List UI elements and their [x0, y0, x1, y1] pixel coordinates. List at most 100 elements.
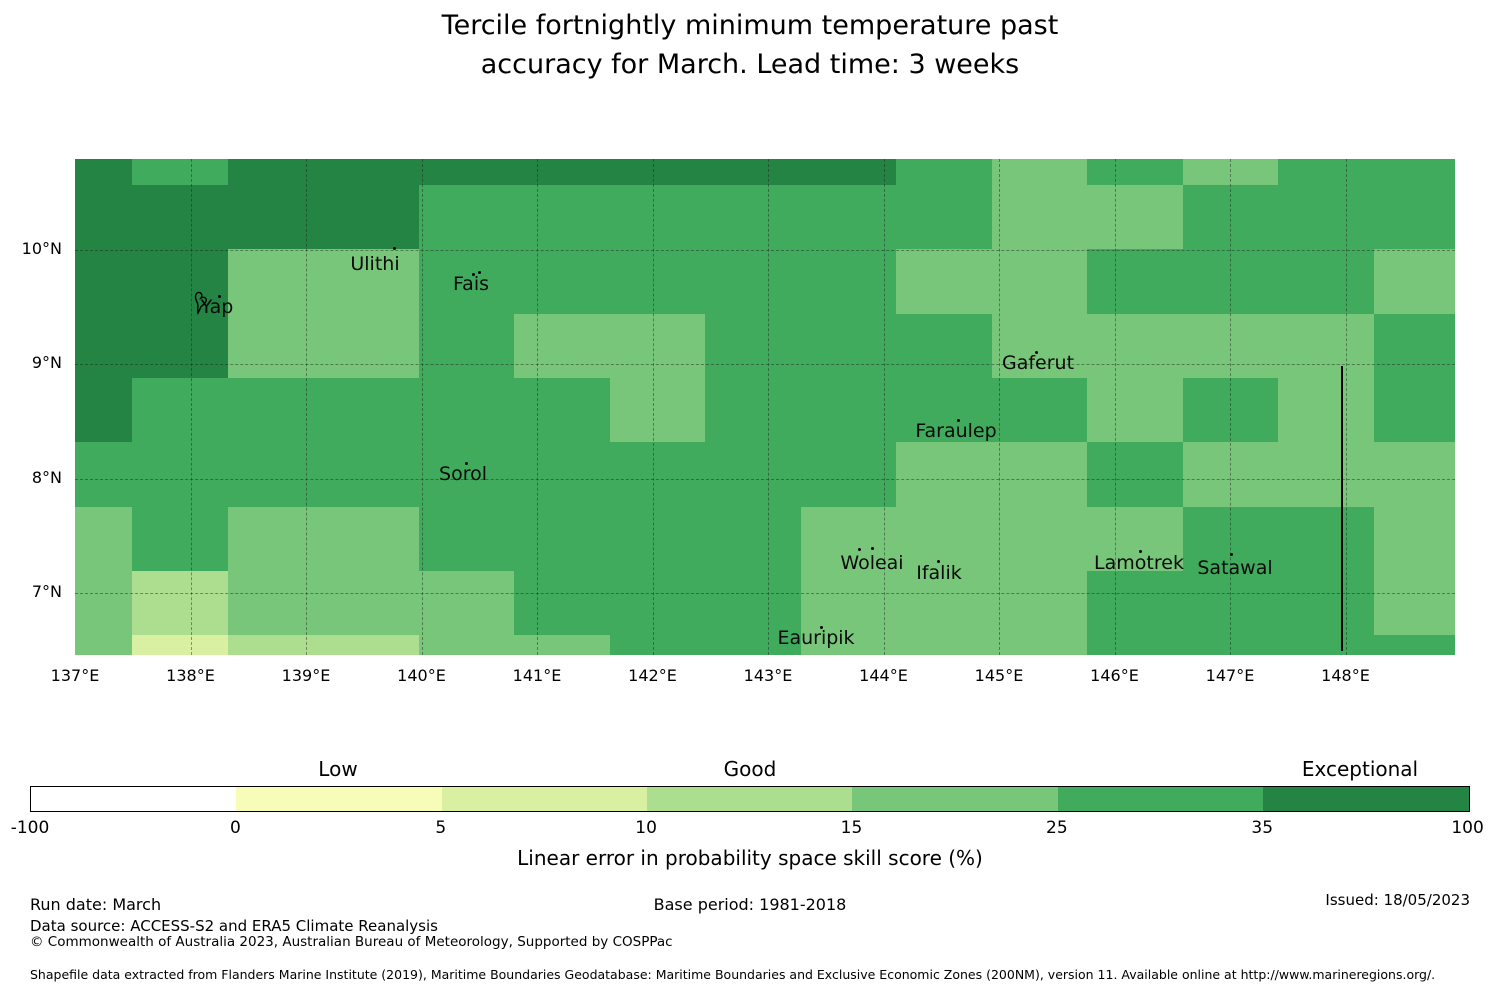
- map-cell: [514, 570, 610, 636]
- colorbar-segment: [1263, 787, 1470, 811]
- map-cell: [800, 249, 897, 315]
- colorbar-segment: [441, 787, 648, 811]
- map-cell: [323, 635, 419, 655]
- map-cell: [609, 185, 706, 250]
- map-cell: [991, 159, 1088, 186]
- map-cell: [1182, 185, 1279, 250]
- colorbar-tick-label: 25: [1046, 818, 1068, 838]
- colorbar-axis-label: Linear error in probability space skill …: [517, 846, 983, 870]
- x-tick-label: 141°E: [512, 666, 562, 685]
- graticule-meridian: [537, 159, 538, 655]
- map-cell: [418, 313, 515, 379]
- map-cell: [609, 377, 706, 443]
- x-tick-label: 138°E: [166, 666, 215, 685]
- map-cell: [75, 313, 133, 379]
- map-cell: [514, 635, 610, 655]
- colorbar-category-label: Exceptional: [1301, 757, 1419, 781]
- island-dot-fais: [478, 271, 481, 274]
- map-cell: [514, 313, 610, 379]
- map-cell: [227, 635, 324, 655]
- map-cell: [705, 506, 801, 572]
- map-cell: [132, 635, 228, 655]
- map-cell: [800, 185, 897, 250]
- map-cell: [896, 159, 992, 186]
- y-tick-label: 9°N: [31, 353, 62, 372]
- map-cell: [1373, 570, 1455, 636]
- map-cell: [705, 185, 801, 250]
- island-dot-gaferut: [1035, 351, 1038, 354]
- map-cell: [132, 442, 228, 507]
- colorbar-segment: [236, 787, 443, 811]
- map-cell: [227, 249, 324, 315]
- map-cell: [705, 159, 801, 186]
- map-cell: [1373, 635, 1455, 655]
- island-label-satawal: Satawal: [1197, 557, 1273, 579]
- island-dot-ifalik: [937, 560, 940, 563]
- data-source-text: Data source: ACCESS-S2 and ERA5 Climate …: [30, 917, 438, 935]
- map-cell: [75, 249, 133, 315]
- map-cell: [1278, 506, 1374, 572]
- map-cell: [1182, 635, 1279, 655]
- graticule-meridian: [1345, 159, 1347, 655]
- map-cell: [991, 635, 1088, 655]
- map-cell: [227, 442, 324, 507]
- map-cell: [896, 635, 992, 655]
- island-label-eauripik: Eauripik: [777, 627, 855, 649]
- map-cell: [1087, 313, 1183, 379]
- map-cell: [418, 570, 515, 636]
- map-cell: [1182, 313, 1279, 379]
- map-cell: [896, 377, 992, 443]
- map-cell: [132, 159, 228, 186]
- map-cell: [1278, 249, 1374, 315]
- map-cell: [1278, 159, 1374, 186]
- colorbar-tick-label: 5: [435, 818, 447, 838]
- map-cell: [1182, 442, 1279, 507]
- map-cell: [323, 313, 419, 379]
- map-cell: [514, 442, 610, 507]
- colorbar-tick-label: 35: [1251, 818, 1274, 838]
- map-cell: [705, 442, 801, 507]
- yap-island-shape: [194, 291, 207, 316]
- shapefile-attribution-text: Shapefile data extracted from Flanders M…: [30, 967, 1436, 982]
- graticule-parallel: [75, 478, 1455, 480]
- map-cell: [227, 506, 324, 572]
- map-cell: [323, 185, 419, 250]
- map-cell: [1278, 570, 1374, 636]
- base-period-text: Base period: 1981-2018: [653, 895, 847, 914]
- colorbar-tick-label: -100: [10, 818, 50, 838]
- graticule-meridian: [768, 159, 769, 655]
- map-cell: [1087, 249, 1183, 315]
- map-cell: [227, 377, 324, 443]
- map-cell: [75, 185, 133, 250]
- issued-date-text: Issued: 18/05/2023: [1325, 891, 1470, 909]
- map-cell: [1182, 377, 1279, 443]
- map-cell: [75, 570, 133, 636]
- map-cell: [991, 506, 1088, 572]
- island-dot-lamotrek: [1139, 550, 1142, 553]
- map-cell: [1373, 185, 1455, 250]
- page-title: Tercile fortnightly minimum temperature …: [0, 6, 1500, 84]
- map-cell: [227, 159, 324, 186]
- x-tick-label: 140°E: [397, 666, 446, 685]
- island-label-faraulep: Faraulep: [915, 420, 997, 442]
- map-cell: [800, 635, 897, 655]
- map-cell: [418, 442, 515, 507]
- island-dot-eauripik: [820, 626, 823, 629]
- graticule-meridian: [883, 159, 885, 655]
- run-date-text: Run date: March: [30, 895, 162, 914]
- x-tick-label: 145°E: [974, 666, 1024, 685]
- map-cell: [896, 249, 992, 315]
- map-cell: [705, 377, 801, 443]
- map-cell: [1182, 570, 1279, 636]
- map-cell: [75, 377, 133, 443]
- map-cell: [705, 635, 801, 655]
- map-cell: [75, 159, 133, 186]
- map-cell: [132, 377, 228, 443]
- map-cell: [323, 249, 419, 315]
- graticule-parallel: [75, 593, 1455, 594]
- map-cell: [1278, 635, 1374, 655]
- graticule-meridian: [190, 159, 192, 655]
- x-tick-label: 146°E: [1090, 666, 1139, 685]
- map-cell: [800, 506, 897, 572]
